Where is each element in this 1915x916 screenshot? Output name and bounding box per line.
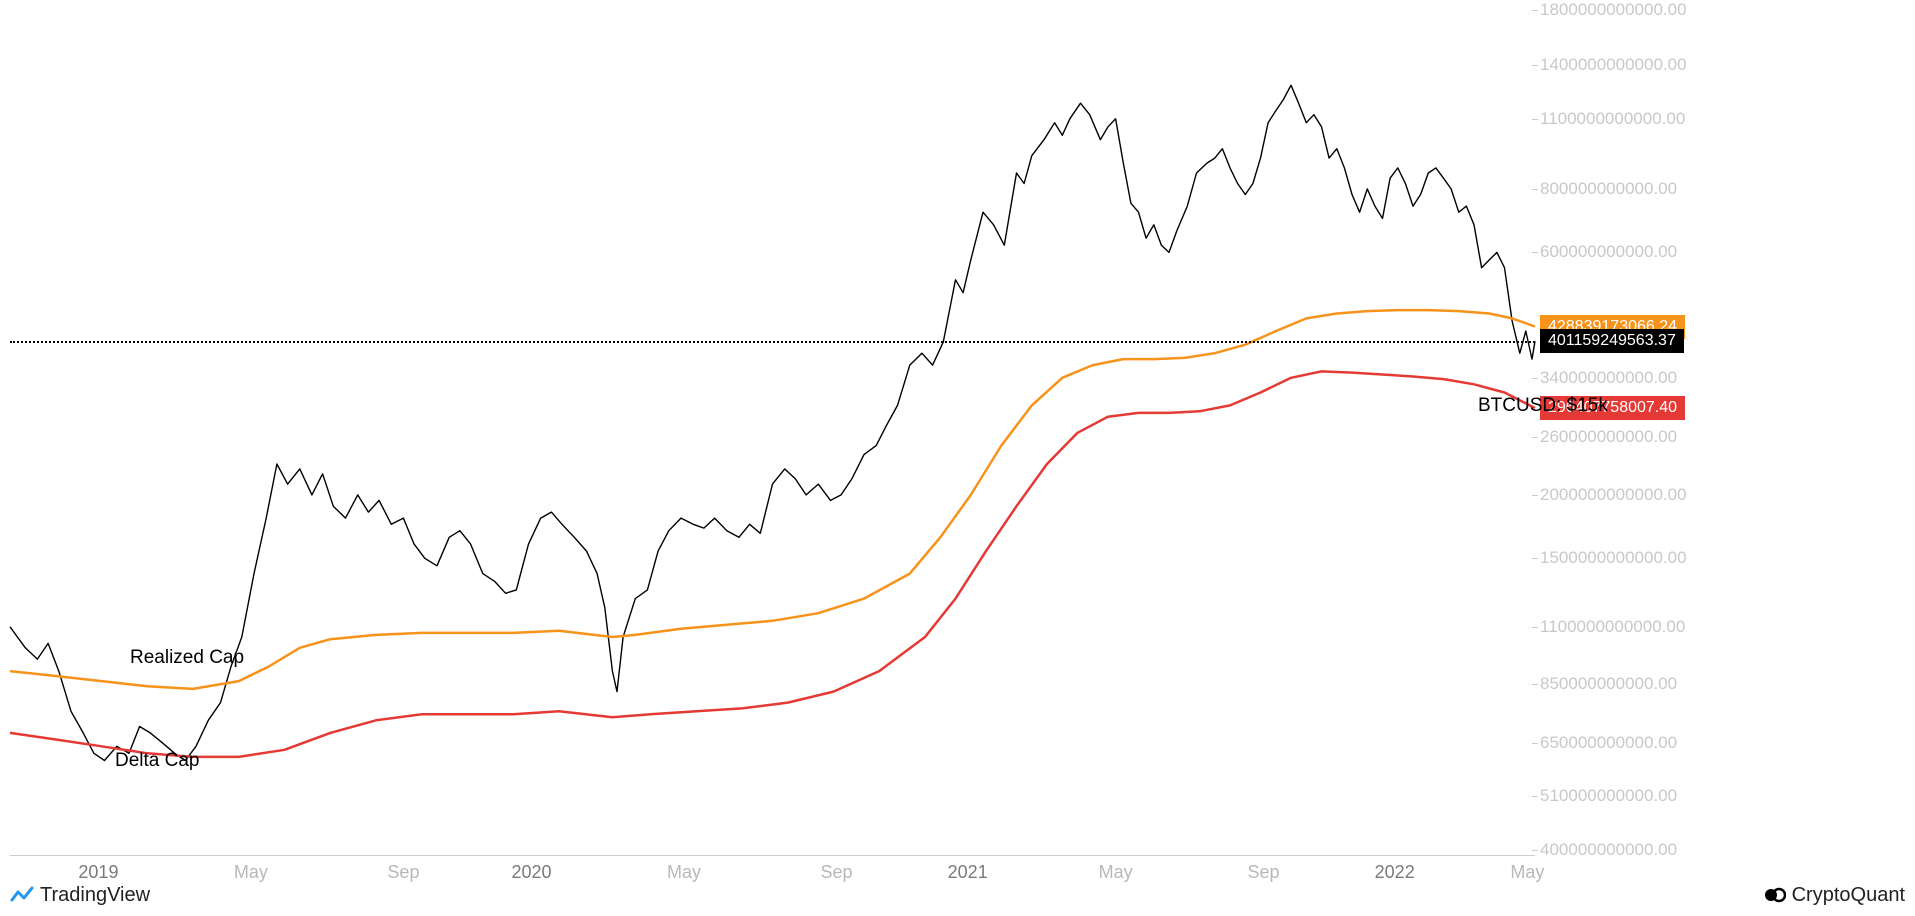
- y-tick-label: 800000000000.00: [1540, 179, 1677, 199]
- cryptoquant-icon: [1764, 885, 1786, 905]
- price-tag-black: 401159249563.37: [1540, 329, 1684, 353]
- y-tick-label: 510000000000.00: [1540, 786, 1677, 806]
- series-delta_cap: [10, 371, 1535, 757]
- chart-annotation: Realized Cap: [130, 647, 244, 669]
- y-tick-label: 1400000000000.00: [1540, 55, 1687, 75]
- series-realized_cap: [10, 310, 1535, 689]
- y-tick-label: 650000000000.00: [1540, 733, 1677, 753]
- chart-annotation: Delta Cap: [115, 750, 200, 772]
- y-tick-label: 1100000000000.00: [1540, 617, 1685, 637]
- y-tick-label: 1800000000000.00: [1540, 0, 1687, 20]
- y-tick-label: 2000000000000.00: [1540, 485, 1687, 505]
- tradingview-label: TradingView: [40, 884, 150, 907]
- cryptoquant-brand: CryptoQuant: [1764, 884, 1905, 907]
- y-tick-label: 600000000000.00: [1540, 242, 1677, 262]
- reference-dotted-line: [10, 341, 1535, 343]
- y-tick-label: 340000000000.00: [1540, 368, 1677, 388]
- y-tick-label: 1500000000000.00: [1540, 548, 1687, 568]
- cryptoquant-label: CryptoQuant: [1792, 884, 1905, 907]
- y-axis: 400000000000.00510000000000.006500000000…: [1540, 10, 1905, 850]
- y-tick-label: 850000000000.00: [1540, 674, 1677, 694]
- y-tick-label: 1100000000000.00: [1540, 109, 1685, 129]
- footer-bar: TradingView CryptoQuant: [10, 880, 1905, 910]
- chart-svg: [10, 10, 1535, 850]
- y-tick-label: 260000000000.00: [1540, 427, 1677, 447]
- y-tick-label: 400000000000.00: [1540, 840, 1677, 860]
- tradingview-brand: TradingView: [10, 884, 150, 907]
- chart-annotation: BTCUSD: $15k: [1478, 395, 1608, 417]
- tradingview-icon: [10, 886, 34, 904]
- chart-plot-area[interactable]: [10, 10, 1535, 850]
